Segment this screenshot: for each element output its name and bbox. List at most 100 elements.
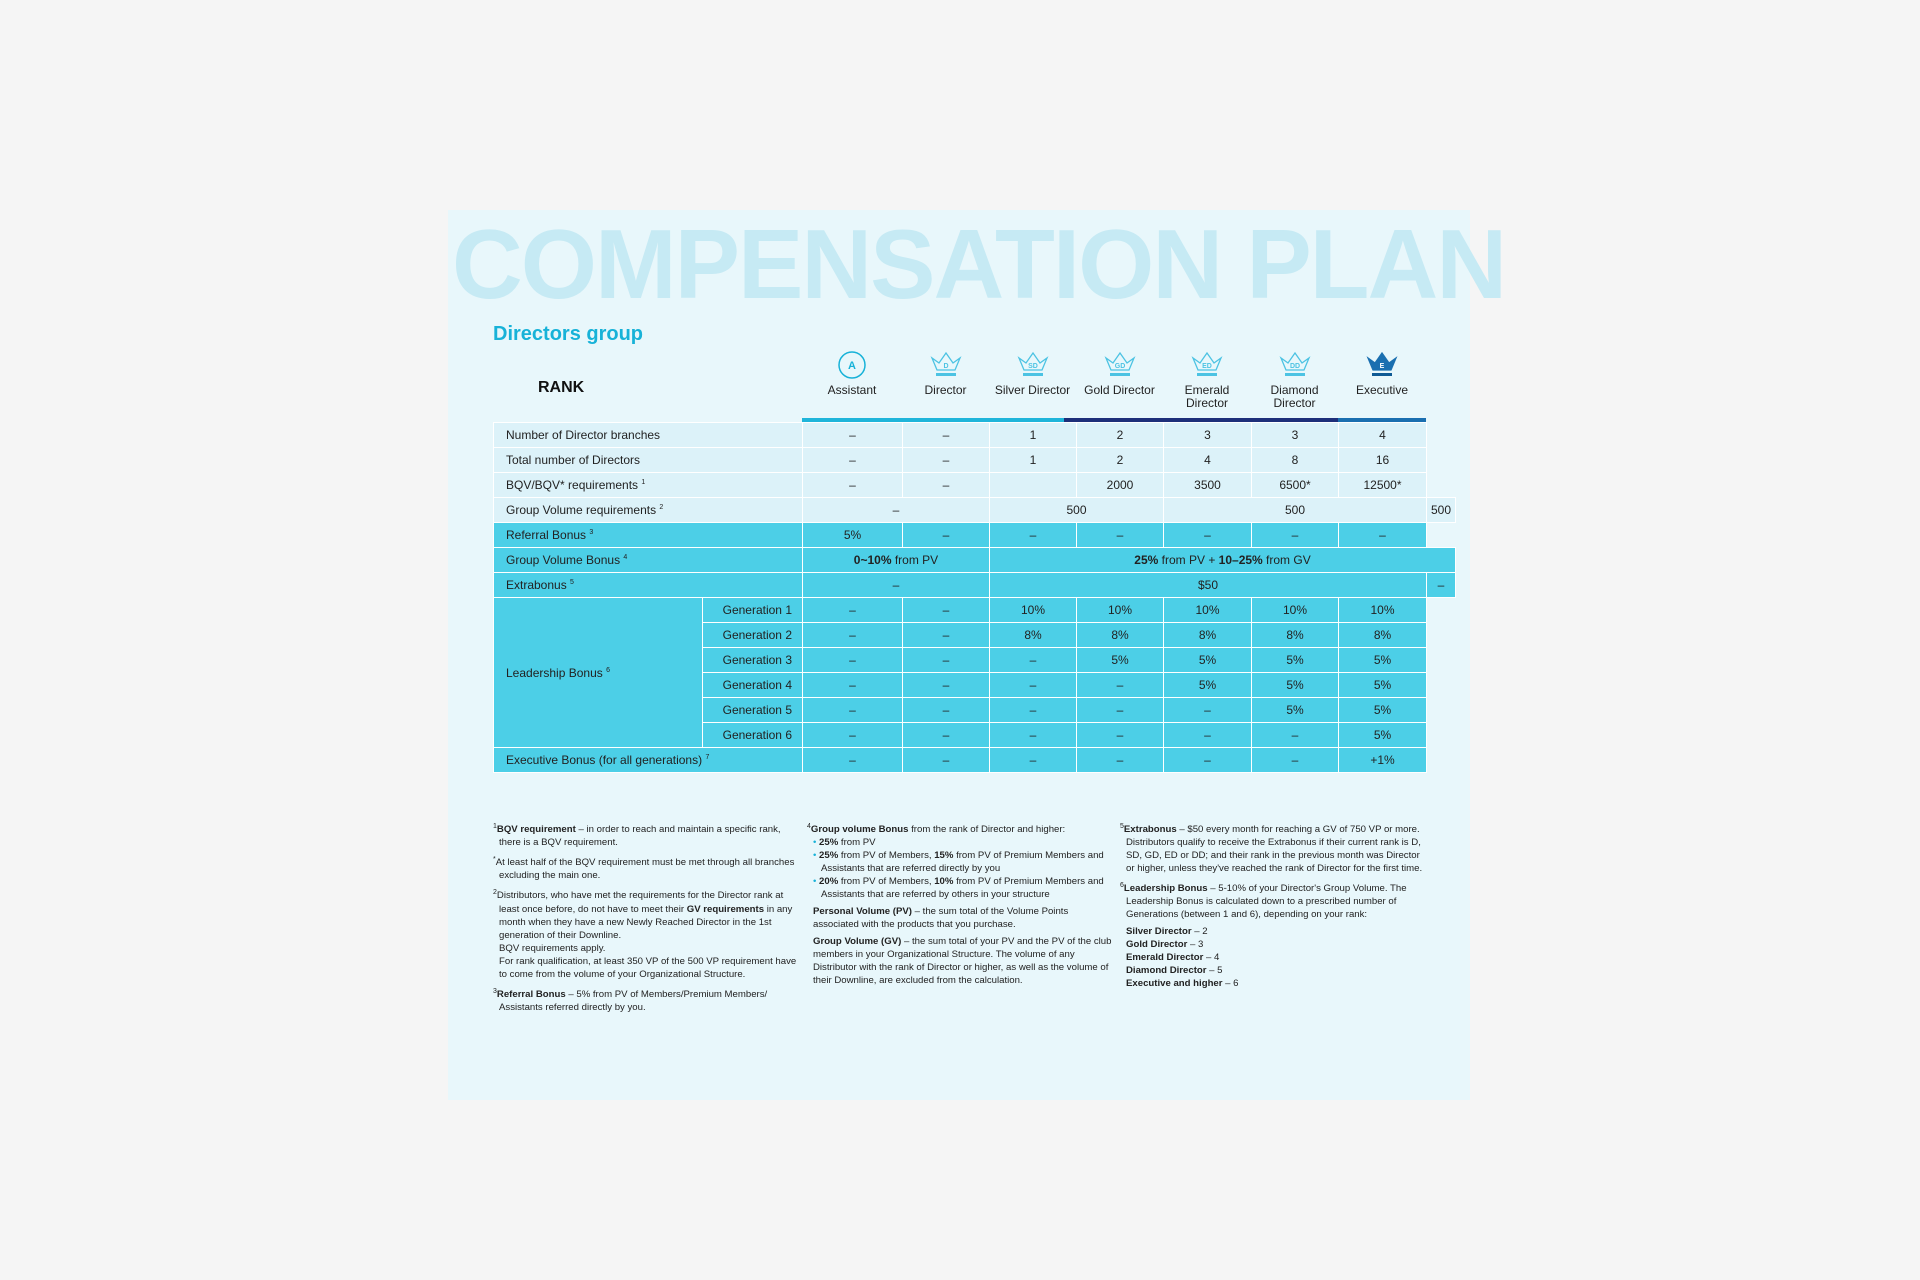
footnote-6: 6Leadership Bonus – 5-10% of your Direct… xyxy=(1120,882,1407,921)
table-row-leadership: Generation 3– – –5% 5% 5% 5% xyxy=(494,647,1456,673)
footnote-4-bullet: • 25% from PV xyxy=(813,837,876,849)
table-cell: 5% xyxy=(1338,672,1427,698)
generation-label: Generation 4 xyxy=(702,672,803,698)
table-cell: 5% xyxy=(1251,672,1339,698)
table-cell: 10% xyxy=(1251,597,1339,623)
table-cell: – xyxy=(1425,572,1457,598)
table-cell: 8% xyxy=(1163,622,1252,648)
table-cell: 500 xyxy=(1163,497,1427,523)
table-cell: – xyxy=(902,597,990,623)
footnotes-col-1: 1BQV requirement – in order to reach and… xyxy=(493,820,799,1018)
row-label: Executive Bonus (for all generations) 7 xyxy=(493,747,803,773)
table-cell: 10% xyxy=(1076,597,1164,623)
table-cell: – xyxy=(1076,747,1164,773)
table-cell: – xyxy=(989,647,1077,673)
row-label: Total number of Directors xyxy=(493,447,803,473)
crown-outline-icon: ED xyxy=(1191,351,1223,376)
table-cell: 1 xyxy=(989,422,1077,448)
crown-outline-icon: SD xyxy=(1017,351,1048,376)
table-cell: +1% xyxy=(1338,747,1427,773)
table-cell: 2000 xyxy=(1076,472,1164,498)
table-cell: 5% xyxy=(1338,697,1427,723)
table-row: Number of Director branches – –1 2 3 3 4 xyxy=(493,422,1456,448)
table-row: BQV/BQV* requirements 1– –2000 3500 6500* 12… xyxy=(493,472,1456,498)
rank-name: Assistant xyxy=(827,383,877,397)
table-cell: 12500* xyxy=(1338,472,1427,498)
table-cell: 3 xyxy=(1163,422,1252,448)
table-cell: – xyxy=(802,572,990,598)
table-row: Referral Bonus 3 5% – – – – – – xyxy=(493,522,1456,548)
footnotes-col-2: 4Group volume Bonus from the rank of Dir… xyxy=(807,820,1113,991)
table-cell: 6500* xyxy=(1251,472,1339,498)
table-cell: – xyxy=(802,597,903,623)
rank-gold-director: GD Gold Director xyxy=(1076,350,1163,397)
crown-outline-icon: GD xyxy=(1104,351,1135,376)
table-cell: 8% xyxy=(989,622,1077,648)
table-cell: 3500 xyxy=(1163,472,1252,498)
rank-name: Director xyxy=(924,383,967,397)
table-row: Group Volume Bonus 4 0~10% from PV 25% fro… xyxy=(493,547,1457,573)
svg-text:GD: GD xyxy=(1114,363,1125,370)
table-cell: – xyxy=(989,747,1077,773)
rank-director: D Director xyxy=(902,350,989,397)
row-label: Number of Director branches xyxy=(493,422,803,448)
table-row: Extrabonus 5– $50– xyxy=(493,572,1457,598)
rank-bar-gold-diamond xyxy=(1064,418,1338,422)
table-row-leadership: Leadership Bonus 6 Generation 1– –10% 10% 10… xyxy=(493,597,1456,748)
table-cell: 8% xyxy=(1076,622,1164,648)
table-cell: 8% xyxy=(1338,622,1427,648)
table-cell: – xyxy=(802,472,903,498)
svg-text:E: E xyxy=(1380,363,1385,370)
table-cell: $50 xyxy=(989,572,1427,598)
footnote-5: 5Extrabonus – $50 every month for reachi… xyxy=(1120,823,1423,875)
compensation-plan-card: COMPENSATION PLAN Directors group RANK A… xyxy=(448,210,1507,1100)
table-cell: 5% xyxy=(1338,722,1427,748)
table-cell: – xyxy=(1076,697,1164,723)
rank-label: RANK xyxy=(538,379,585,396)
table-cell: 5% xyxy=(1251,697,1339,723)
table-cell: – xyxy=(902,472,990,498)
table-row: Executive Bonus (for all generations) 7 –… xyxy=(493,747,1456,773)
rank-name: Executive xyxy=(1355,383,1409,397)
svg-text:SD: SD xyxy=(1028,363,1038,370)
table-cell: 8% xyxy=(1251,622,1339,648)
table-cell: – xyxy=(902,447,990,473)
circle-badge-icon: A xyxy=(838,351,866,379)
crown-outline-icon: D xyxy=(930,351,961,376)
svg-text:DD: DD xyxy=(1289,363,1299,370)
row-label: Referral Bonus 3 xyxy=(493,522,803,548)
rank-name: Emerald Director xyxy=(1184,383,1230,410)
generation-count-item: Executive and higher – 6 xyxy=(1126,978,1239,990)
table-cell: 500 xyxy=(1425,497,1457,523)
table-cell: – xyxy=(802,672,903,698)
table-cell: – xyxy=(1076,522,1164,548)
table-cell: – xyxy=(1163,522,1252,548)
footnote-4-bullet: • 20% from PV of Members, 10% from PV of… xyxy=(813,876,1104,901)
table-cell: – xyxy=(989,722,1077,748)
footnote-4: 4Group volume Bonus from the rank of Dir… xyxy=(807,823,1066,836)
table-row-leadership: Generation 2– –8% 8% 8% 8% 8% xyxy=(494,622,1456,648)
table-cell: 2 xyxy=(1076,422,1164,448)
table-cell: 5% xyxy=(802,522,903,548)
generation-count-item: Emerald Director – 4 xyxy=(1126,952,1220,964)
rank-assistant: A Assistant xyxy=(802,350,902,397)
table-cell: 10% xyxy=(1163,597,1252,623)
table-cell: – xyxy=(802,647,903,673)
table-cell: – xyxy=(902,672,990,698)
table-cell: 2 xyxy=(1076,447,1164,473)
svg-text:A: A xyxy=(848,360,856,372)
table-cell: – xyxy=(1076,722,1164,748)
rank-name: Diamond Director xyxy=(1270,383,1319,410)
table-cell: – xyxy=(989,672,1077,698)
table-cell: – xyxy=(902,722,990,748)
rank-executive: E Executive xyxy=(1338,350,1426,397)
rank-name: Gold Director xyxy=(1084,383,1155,397)
table-cell: – xyxy=(1251,747,1339,773)
footnote-3: 3Referral Bonus – 5% from PV of Members/… xyxy=(493,987,768,1013)
table-cell: – xyxy=(802,697,903,723)
table-cell xyxy=(989,472,1077,498)
table-cell: 8 xyxy=(1251,447,1339,473)
generation-label: Generation 6 xyxy=(702,722,803,748)
generation-count-item: Gold Director – 3 xyxy=(1126,939,1204,951)
footnote-4-bullet: • 25% from PV of Members, 15% from PV of… xyxy=(813,850,1104,875)
